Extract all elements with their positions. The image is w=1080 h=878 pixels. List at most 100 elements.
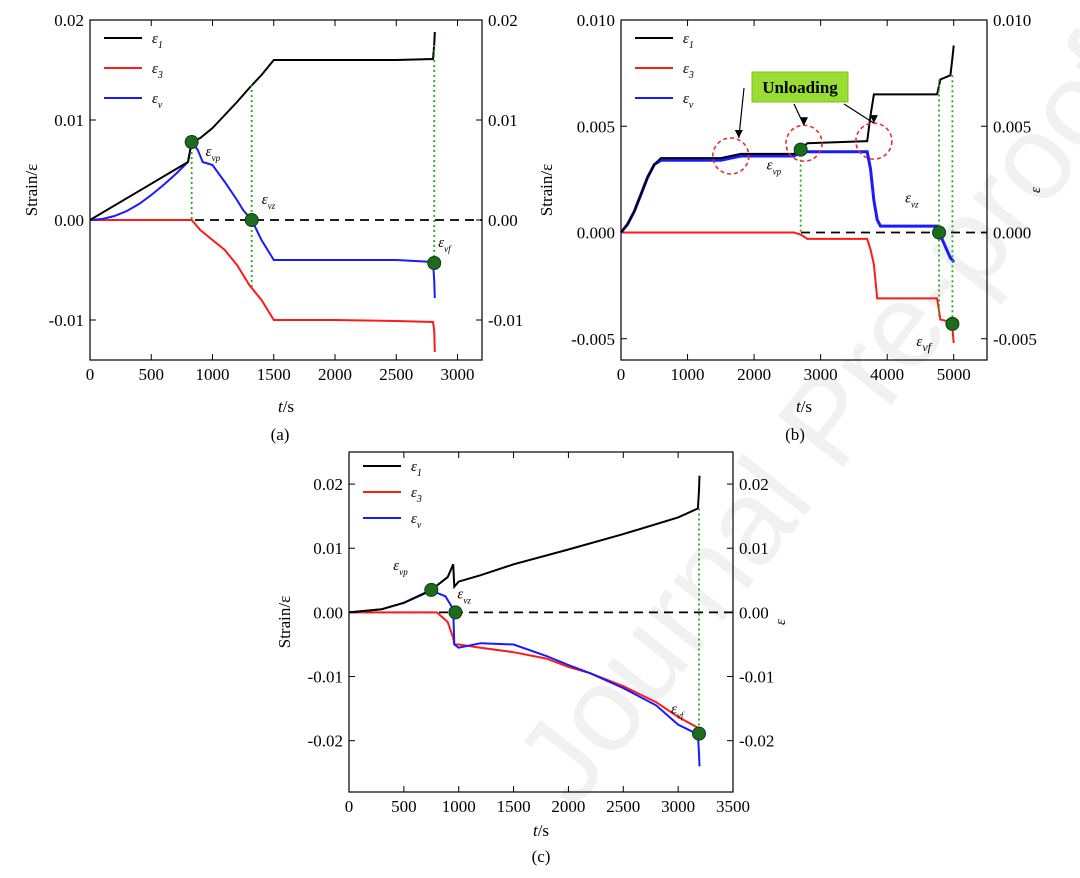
panel-caption: (b) [785, 425, 805, 444]
y-tick-label-left: -0.02 [308, 732, 343, 751]
y-tick-label-right: -0.01 [488, 311, 523, 330]
unloading-circle [711, 137, 750, 175]
arrow-head [869, 115, 878, 124]
y-tick-label-left: -0.01 [308, 668, 343, 687]
unloading-arrow [738, 87, 745, 139]
point-marker-vf [945, 316, 960, 331]
point-label-vf: εvf [438, 235, 452, 254]
legend-label-e1: ε1 [411, 459, 422, 479]
plot-frame [348, 451, 734, 793]
x-axis-label: t/s [278, 397, 294, 416]
y-tick-label-right: 0.01 [488, 111, 518, 130]
plot-frame [89, 19, 483, 361]
y-tick-label-right: 0.010 [993, 11, 1031, 30]
panel-caption: (a) [271, 425, 290, 444]
y-tick-label-left: 0.010 [577, 11, 615, 30]
y-tick-label-right: 0.02 [739, 475, 769, 494]
x-tick-label: 1000 [442, 797, 476, 816]
x-tick-label: 2000 [737, 365, 771, 384]
x-tick-label: 5000 [937, 365, 971, 384]
unloading-box [751, 71, 849, 103]
chart-panel-a: 0 500 1000 1500 2000 2500 3000 -0.01 -0.01 0.00 0.… [22, 11, 523, 444]
legend-label-e1: ε1 [152, 31, 163, 51]
x-tick-label: 2500 [606, 797, 640, 816]
point-label-vz: εvz [457, 586, 471, 605]
y-tick-label-left: 0.000 [577, 224, 615, 243]
y-tick-label-right: 0.000 [993, 224, 1031, 243]
arrow-head [734, 130, 743, 138]
point-label-vz: εvz [905, 191, 919, 210]
arrow-head [800, 117, 808, 126]
plot-frame [620, 19, 988, 361]
x-axis-label: t/s [796, 397, 812, 416]
point-label-vf: εvf [916, 334, 932, 354]
x-tick-label: 3000 [804, 365, 838, 384]
y-tick-label-right: 0.00 [739, 603, 769, 622]
x-tick-label: 3500 [716, 797, 750, 816]
x-tick-label: 0 [345, 797, 354, 816]
y-tick-label-left: 0.00 [54, 211, 84, 230]
y-tick-label-left: 0.00 [313, 603, 343, 622]
legend-label-e3: ε3 [683, 61, 694, 81]
y-axis-label-left: Strain/ε [537, 164, 556, 216]
point-label-vz: εvz [262, 192, 276, 211]
point-marker-vz [244, 213, 259, 227]
legend-label-e3: ε3 [152, 61, 163, 81]
point-marker-vz [932, 225, 947, 240]
point-marker-vp [424, 582, 439, 597]
y-tick-label-right: 0.00 [488, 211, 518, 230]
point-label-vp: εvp [206, 144, 221, 163]
y-tick-label-left: 0.005 [577, 117, 615, 136]
x-tick-label: 3000 [441, 365, 475, 384]
chart-panel-b: 0 1000 2000 3000 4000 5000 -0.005 -0.005 0.000 0.… [537, 11, 1044, 444]
point-marker-vp [184, 135, 199, 149]
legend-label-ev: εv [411, 511, 422, 531]
series-line-e3 [90, 219, 436, 353]
x-tick-label: 1500 [497, 797, 531, 816]
y-axis-label-right: ε [773, 619, 789, 625]
y-tick-label-left: -0.01 [49, 311, 84, 330]
x-tick-label: 500 [391, 797, 417, 816]
y-axis-label-left: Strain/ε [275, 596, 294, 648]
y-tick-label-right: -0.02 [739, 732, 774, 751]
point-label-vp: εvp [393, 558, 408, 577]
point-marker-vf [691, 726, 706, 741]
y-axis-label-left: Strain/ε [22, 164, 41, 216]
series-line-ev [89, 139, 436, 299]
y-tick-label-left: 0.02 [313, 475, 343, 494]
x-tick-label: 2500 [379, 365, 413, 384]
x-axis-label: t/s [533, 821, 549, 840]
unloading-arrow [843, 103, 875, 124]
legend-label-ev: εv [152, 91, 163, 111]
point-marker-vz [448, 605, 463, 620]
y-tick-label-right: 0.02 [488, 11, 518, 30]
x-tick-label: 3000 [661, 797, 695, 816]
x-tick-label: 1000 [196, 365, 230, 384]
point-label-vp: εvp [767, 158, 782, 177]
x-tick-label: 0 [617, 365, 626, 384]
y-tick-label-right: -0.01 [739, 668, 774, 687]
y-tick-label-left: -0.005 [571, 330, 615, 349]
y-tick-label-left: 0.01 [313, 539, 343, 558]
legend-label-e3: ε3 [411, 485, 422, 505]
legend-label-ev: εv [683, 91, 694, 111]
point-marker-vp [793, 142, 808, 157]
y-tick-label-right: -0.005 [993, 330, 1037, 349]
y-axis-label-right: ε [1028, 187, 1044, 193]
y-tick-label-right: 0.005 [993, 117, 1031, 136]
point-marker-vf [427, 256, 442, 270]
y-tick-label-left: 0.02 [54, 11, 84, 30]
y-tick-label-right: 0.01 [739, 539, 769, 558]
panel-caption: (c) [532, 847, 551, 866]
legend-label-e1: ε1 [683, 31, 694, 51]
x-tick-label: 2000 [318, 365, 352, 384]
x-tick-label: 0 [86, 365, 95, 384]
x-tick-label: 1000 [671, 365, 705, 384]
x-tick-label: 4000 [870, 365, 904, 384]
x-tick-label: 1500 [257, 365, 291, 384]
x-tick-label: 2000 [551, 797, 585, 816]
unloading-label: Unloading [762, 78, 838, 97]
series-line-e3 [349, 611, 700, 735]
series-line-e1 [348, 475, 701, 614]
